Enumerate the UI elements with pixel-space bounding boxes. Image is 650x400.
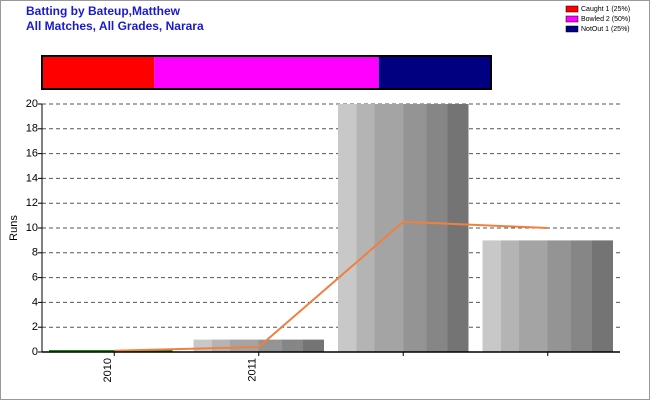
chart-subtitle: All Matches, All Grades, Narara xyxy=(26,19,204,33)
strip-segment xyxy=(154,56,379,89)
bar xyxy=(482,240,613,352)
x-tick-label: 2010 xyxy=(102,358,114,382)
y-tick-label: 12 xyxy=(26,197,38,209)
y-tick-label: 6 xyxy=(32,272,38,284)
x-tick-label: 2011 xyxy=(247,358,259,382)
y-tick-label: 2 xyxy=(32,321,38,333)
y-tick-label: 8 xyxy=(32,247,38,259)
y-tick-label: 18 xyxy=(26,123,38,135)
y-tick-label: 14 xyxy=(26,172,38,184)
y-tick-label: 4 xyxy=(32,296,38,308)
y-tick-label: 20 xyxy=(26,98,38,110)
strip-segment xyxy=(42,56,155,89)
strip-border xyxy=(41,55,492,90)
chart-title: Batting by Bateup,Matthew xyxy=(26,4,181,18)
strip-segment xyxy=(378,56,491,89)
line-series xyxy=(114,220,548,352)
legend-swatch xyxy=(565,5,579,13)
legend-label: NotOut 1 (25%) xyxy=(581,26,630,33)
legend-swatch xyxy=(565,25,579,33)
legend-swatch xyxy=(565,15,579,23)
y-axis-label: Runs xyxy=(8,215,20,241)
legend-label: Bowled 2 (50%) xyxy=(581,16,630,23)
y-tick-label: 10 xyxy=(26,222,38,234)
y-tick-label: 0 xyxy=(32,346,38,358)
legend-label: Caught 1 (25%) xyxy=(581,6,630,13)
bar xyxy=(338,104,469,352)
y-tick-label: 16 xyxy=(26,148,38,160)
